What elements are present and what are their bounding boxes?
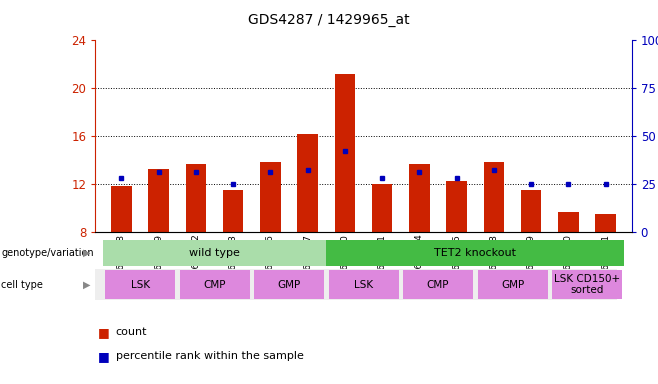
Text: GDS4287 / 1429965_at: GDS4287 / 1429965_at — [248, 13, 410, 27]
Bar — [552, 270, 622, 299]
Text: count: count — [116, 327, 147, 337]
Bar — [223, 190, 243, 232]
Bar — [260, 162, 281, 232]
Bar — [403, 270, 473, 299]
Text: CMP: CMP — [203, 280, 226, 290]
Bar — [595, 214, 616, 232]
Text: ■: ■ — [97, 326, 109, 339]
Text: ■: ■ — [97, 350, 109, 363]
Text: LSK CD150+
sorted: LSK CD150+ sorted — [554, 274, 620, 295]
Text: genotype/variation: genotype/variation — [1, 248, 94, 258]
Bar — [326, 240, 624, 266]
Text: LSK: LSK — [354, 280, 373, 290]
Bar — [105, 270, 175, 299]
Bar — [297, 134, 318, 232]
Text: GMP: GMP — [501, 280, 524, 290]
Text: ▶: ▶ — [84, 248, 91, 258]
Text: percentile rank within the sample: percentile rank within the sample — [116, 351, 304, 361]
Bar — [111, 185, 132, 232]
Bar — [254, 270, 324, 299]
Text: cell type: cell type — [1, 280, 43, 290]
Bar — [478, 270, 547, 299]
Text: CMP: CMP — [427, 280, 449, 290]
Text: TET2 knockout: TET2 knockout — [434, 248, 517, 258]
Bar — [103, 240, 326, 266]
Bar — [558, 212, 578, 232]
Text: GMP: GMP — [278, 280, 301, 290]
Bar — [186, 164, 206, 232]
Bar — [180, 270, 249, 299]
Bar — [521, 190, 542, 232]
Bar — [149, 169, 169, 232]
Bar — [328, 270, 399, 299]
Bar — [372, 184, 392, 232]
Bar — [335, 74, 355, 232]
Bar — [409, 164, 430, 232]
Text: ▶: ▶ — [84, 280, 91, 290]
Text: wild type: wild type — [189, 248, 240, 258]
Bar — [484, 162, 504, 232]
Text: LSK: LSK — [130, 280, 149, 290]
Bar — [446, 181, 467, 232]
